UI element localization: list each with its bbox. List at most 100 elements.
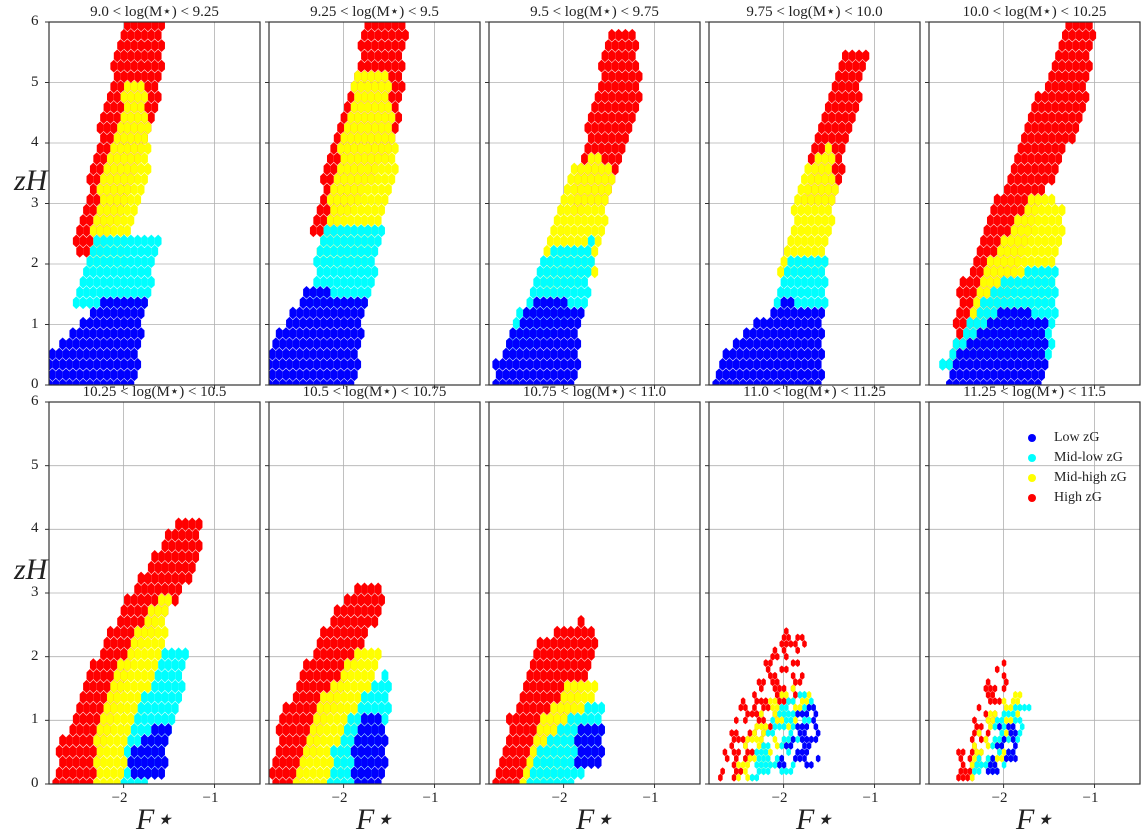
hexbin [86, 275, 94, 289]
hexbin [83, 744, 90, 759]
hexbin [279, 755, 287, 770]
hexbin [158, 593, 165, 607]
hexbin [147, 669, 155, 683]
hexbin [175, 517, 183, 531]
hexbin [106, 777, 114, 784]
hexbin [83, 265, 90, 279]
hexbin [127, 647, 135, 661]
hexbin [509, 368, 517, 382]
hexbin [738, 767, 744, 776]
hexbin [845, 100, 853, 114]
hexbin [1068, 111, 1076, 124]
hexbin [269, 368, 276, 382]
hexbin [178, 528, 186, 542]
hexbin [739, 378, 747, 385]
hexbin [557, 347, 565, 361]
hexbin [378, 593, 385, 607]
hexbin [577, 162, 585, 176]
hexbin [117, 368, 125, 382]
hexbin [540, 275, 547, 289]
hexbin [763, 697, 769, 706]
hexbin [570, 306, 578, 320]
hexbin [804, 735, 810, 744]
hexbin [151, 723, 159, 737]
hexbin [1014, 255, 1022, 268]
hexbin [282, 701, 290, 715]
hexbin [784, 665, 789, 674]
hexbin [946, 378, 953, 385]
hexbin [1010, 244, 1018, 258]
hexbin [354, 90, 362, 104]
hexbin [192, 549, 200, 564]
hexbin [340, 152, 348, 166]
hexbin [1004, 183, 1011, 196]
hexbin [137, 306, 145, 320]
hexbins [718, 627, 821, 782]
hexbin [506, 755, 513, 770]
hexbin [398, 80, 406, 94]
hexbin [137, 162, 145, 176]
hexbin [333, 296, 341, 310]
hexbin [999, 741, 1005, 750]
hexbin [378, 679, 385, 694]
hexbin [1010, 748, 1016, 757]
hexbin [106, 275, 114, 289]
hexbin [1031, 244, 1039, 258]
hexbin [326, 316, 334, 330]
hexbin [793, 754, 798, 763]
hexbin [272, 755, 280, 770]
hexbin [103, 723, 111, 737]
hexbin [124, 22, 131, 32]
hexbin [553, 358, 561, 371]
hexbin [715, 368, 723, 382]
hexbin [1004, 327, 1011, 340]
hexbin [120, 358, 128, 371]
hexbin [754, 748, 760, 757]
hexbin [743, 347, 750, 361]
hexbin [997, 347, 1005, 361]
hexbin [151, 679, 159, 694]
hexbin [89, 286, 97, 299]
hexbin [1017, 286, 1025, 299]
hexbin [831, 183, 839, 196]
hexbin [533, 296, 541, 310]
hexbin [1082, 28, 1090, 42]
hexbin [374, 690, 382, 705]
hexbin [814, 234, 822, 248]
hexbin [337, 162, 345, 176]
hexbin [754, 710, 760, 718]
hexbin [269, 347, 276, 361]
hexbin [753, 316, 761, 330]
y-tick-label: 6 [31, 393, 39, 409]
hexbin [127, 690, 135, 705]
hexbin [608, 131, 616, 145]
hexbin [326, 777, 334, 784]
hexbin [59, 777, 67, 784]
hexbin [1062, 28, 1069, 42]
hexbin [1000, 378, 1008, 385]
hexbin [1000, 337, 1008, 351]
hexbin [772, 722, 778, 731]
hexbin [127, 275, 135, 289]
hexbin [306, 755, 314, 770]
hexbin [536, 286, 544, 299]
hexbin [113, 214, 121, 227]
hexbin [144, 766, 152, 780]
hexbin [347, 647, 355, 661]
hexbin [113, 777, 121, 784]
hexbin [759, 748, 764, 757]
hexbin [1021, 172, 1028, 186]
hexbin [1014, 152, 1022, 166]
hexbin [495, 766, 503, 780]
hexbin [835, 152, 843, 166]
hexbin [997, 748, 1002, 757]
hexbin [536, 347, 544, 361]
hexbin [76, 744, 84, 759]
hexbin [601, 111, 609, 124]
hexbin [330, 286, 338, 299]
hexbin [117, 224, 125, 238]
hexbin [536, 306, 544, 320]
hexbin [993, 358, 1001, 371]
hexbin [598, 224, 605, 238]
hexbin [779, 741, 785, 750]
